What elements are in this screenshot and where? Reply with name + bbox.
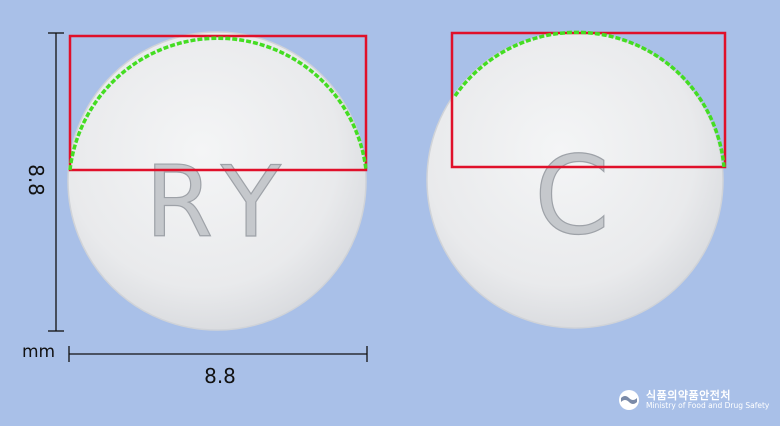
- dimension-horizontal: [68, 346, 368, 362]
- overlay-arc-back: [453, 30, 726, 168]
- pill-back-imprint: C: [534, 134, 609, 259]
- logo-korean-text: 식품의약품안전처: [646, 388, 731, 402]
- overlay-box-front: [68, 34, 368, 172]
- dimension-vertical: [48, 32, 64, 332]
- dimension-width-label: 8.8: [204, 364, 236, 388]
- pill-front-imprint: RY: [145, 146, 295, 260]
- mfds-emblem-icon: [619, 390, 639, 410]
- dimension-height-label: 8.8: [24, 164, 48, 196]
- logo-english-text: Ministry of Food and Drug Safety: [646, 400, 770, 410]
- dimension-unit-label: mm: [22, 342, 56, 362]
- mfds-logo: 식품의약품안전처 Ministry of Food and Drug Safet…: [618, 386, 769, 414]
- pill-front: RY: [67, 31, 367, 331]
- overlay-arc-front: [68, 36, 368, 171]
- pill-back: C: [426, 31, 724, 329]
